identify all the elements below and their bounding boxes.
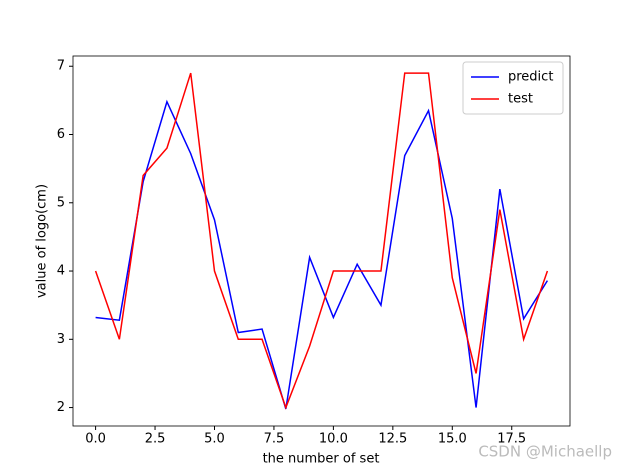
x-tick-label: 15.0 — [438, 432, 467, 447]
legend-label: predict — [508, 70, 553, 85]
y-axis-label: value of logo(cm) — [35, 184, 50, 298]
x-tick-label: 5.0 — [204, 432, 225, 447]
legend-label: test — [508, 92, 533, 107]
y-tick-label: 5 — [57, 195, 65, 210]
line-series — [94, 72, 549, 410]
watermark: CSDN @Michaellp — [478, 443, 612, 461]
line-series — [95, 99, 549, 410]
plot-frame — [72, 55, 571, 427]
y-tick-label: 3 — [57, 332, 65, 347]
x-tick-label: 2.5 — [145, 432, 166, 447]
x-tick-label: 7.5 — [264, 432, 285, 447]
y-tick-label: 7 — [57, 59, 65, 74]
x-tick-label: 12.5 — [378, 432, 407, 447]
x-tick-label: 0.0 — [85, 432, 106, 447]
x-tick-label: 10.0 — [319, 432, 348, 447]
y-tick-label: 6 — [57, 127, 65, 142]
x-tick-label: 17.5 — [497, 432, 526, 447]
y-tick-label: 4 — [57, 264, 65, 279]
x-axis-label: the number of set — [263, 452, 380, 467]
y-tick-label: 2 — [57, 400, 65, 415]
legend-box — [462, 61, 564, 115]
